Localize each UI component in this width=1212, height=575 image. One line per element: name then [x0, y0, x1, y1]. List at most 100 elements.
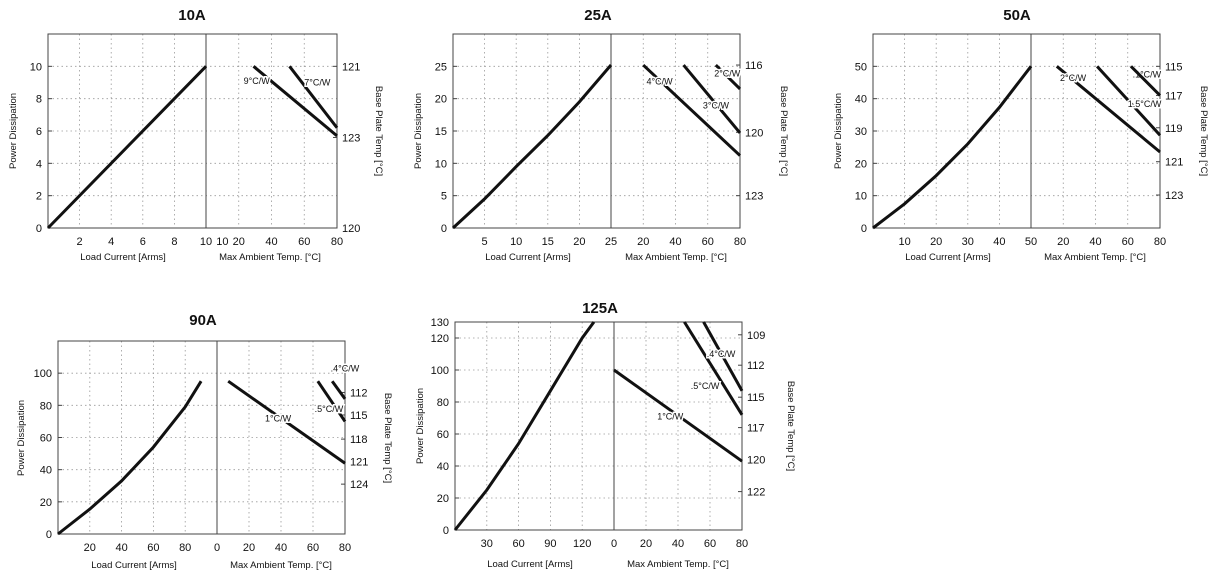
y2-tick-label: 118 — [350, 434, 368, 446]
derating-line-label: .5°C/W — [315, 404, 344, 414]
y2-tick-label: 123 — [342, 132, 360, 144]
y2-tick-label: 123 — [1165, 190, 1183, 202]
x-tick-label: 20 — [930, 236, 942, 248]
derating-line — [683, 321, 744, 416]
x-tick-label: 90 — [544, 538, 556, 550]
x-tick-label: 8 — [171, 236, 177, 248]
x-tick-label: 20 — [573, 236, 585, 248]
derating-line — [1096, 65, 1162, 137]
y-tick-label: 30 — [855, 126, 867, 138]
x-tick-label: 40 — [1089, 236, 1101, 248]
derating-line-label: .1°C/W — [1133, 70, 1162, 80]
derating-line — [613, 368, 743, 463]
x-tick-label: 20 — [243, 542, 255, 554]
x-tick-label: 40 — [275, 542, 287, 554]
y-tick-label: 20 — [40, 497, 52, 509]
x-tick-label: 60 — [702, 236, 714, 248]
y-tick-label: 40 — [437, 461, 449, 473]
y-tick-label: 40 — [855, 94, 867, 106]
x-tick-label: 50 — [1025, 236, 1037, 248]
y-tick-label: 20 — [855, 158, 867, 170]
power-dissipation-curve — [46, 65, 208, 230]
y2-tick-label: 120 — [342, 223, 360, 235]
y-tick-label: 15 — [435, 126, 447, 138]
y-tick-label: 20 — [435, 94, 447, 106]
x-tick-label: 10 — [898, 236, 910, 248]
derating-line — [714, 63, 742, 91]
y2-tick-label: 120 — [747, 455, 765, 467]
y2-tick-label: 119 — [1165, 123, 1183, 135]
y-axis-label: Power Dissipation — [8, 93, 19, 169]
y-tick-label: 0 — [46, 529, 52, 541]
y2-tick-label: 115 — [350, 410, 368, 422]
power-dissipation-curve — [451, 64, 613, 230]
x-tick-label: 0 — [611, 538, 617, 550]
y2-axis-label: Base Plate Temp [°C] — [382, 393, 393, 483]
chart-title: 90A — [189, 312, 217, 329]
y-axis-label: Power Dissipation — [415, 388, 426, 464]
y-tick-label: 80 — [40, 400, 52, 412]
derating-line-label: 1.5°C/W — [1128, 99, 1162, 109]
x-tick-label: 25 — [605, 236, 617, 248]
y-tick-label: 100 — [34, 368, 52, 380]
y2-tick-label: 112 — [747, 360, 765, 372]
chart-title: 10A — [178, 7, 206, 24]
y-tick-label: 4 — [36, 158, 42, 170]
x-tick-label: 120 — [573, 538, 591, 550]
chart-title: 125A — [582, 300, 618, 317]
x-tick-label: 60 — [512, 538, 524, 550]
chart-title: 25A — [584, 7, 612, 24]
x-axis-label-left: Load Current [Arms] — [485, 252, 571, 263]
y2-tick-label: 121 — [342, 61, 360, 73]
x-tick-label: 40 — [265, 236, 277, 248]
x-tick-label: 6 — [140, 236, 146, 248]
power-dissipation-curve — [57, 380, 203, 536]
y2-tick-label: 115 — [747, 392, 765, 404]
x-tick-label: 10 — [510, 236, 522, 248]
plot-frame — [454, 321, 743, 531]
y2-axis-label: Base Plate Temp [°C] — [373, 86, 384, 176]
y-tick-label: 80 — [437, 397, 449, 409]
chart-10a: 10A Load Current [Arms] Max Ambient Temp… — [8, 7, 384, 263]
derating-line-label: 3°C/W — [703, 100, 730, 110]
x-axis-label-right: Max Ambient Temp. [°C] — [627, 559, 729, 570]
x-tick-label: 40 — [672, 538, 684, 550]
x-tick-label: 20 — [84, 542, 96, 554]
derating-line — [702, 321, 744, 392]
derating-line — [1129, 65, 1162, 97]
x-tick-label: 40 — [669, 236, 681, 248]
y-tick-label: 10 — [30, 61, 42, 73]
derating-line-label: 4°C/W — [646, 76, 673, 86]
y2-tick-label: 121 — [1165, 157, 1183, 169]
derating-line-label: .5°C/W — [691, 381, 720, 391]
x-tick-label: 20 — [1057, 236, 1069, 248]
x-axis-label-right: Max Ambient Temp. [°C] — [230, 560, 332, 571]
x-tick-label: 80 — [331, 236, 343, 248]
y2-tick-label: 117 — [747, 423, 765, 435]
y-tick-label: 6 — [36, 126, 42, 138]
y-tick-label: 100 — [431, 365, 449, 377]
derating-line — [642, 63, 742, 157]
chart-50a: 50A Load Current [Arms] Max Ambient Temp… — [833, 7, 1209, 263]
derating-line — [288, 65, 339, 129]
derating-line — [316, 380, 347, 423]
x-tick-label: 40 — [115, 542, 127, 554]
y-tick-label: 5 — [441, 191, 447, 203]
derating-line-label: 7°C/W — [304, 78, 331, 88]
x-tick-label: 60 — [147, 542, 159, 554]
y2-axis-label: Base Plate Temp [°C] — [1198, 86, 1209, 176]
y2-tick-label: 116 — [745, 60, 763, 72]
x-tick-label: 20 — [640, 538, 652, 550]
x-tick-label: 60 — [704, 538, 716, 550]
derating-line-label: 2°C/W — [714, 69, 741, 79]
x-tick-label: 0 — [214, 542, 220, 554]
y2-tick-label: 112 — [350, 387, 368, 399]
x-tick-label: 80 — [1154, 236, 1166, 248]
y-tick-label: 8 — [36, 94, 42, 106]
x-tick-label: 80 — [339, 542, 351, 554]
y-tick-label: 50 — [855, 61, 867, 73]
y-tick-label: 0 — [861, 223, 867, 235]
y-tick-label: 10 — [435, 158, 447, 170]
x-axis-label-left: Load Current [Arms] — [91, 560, 177, 571]
